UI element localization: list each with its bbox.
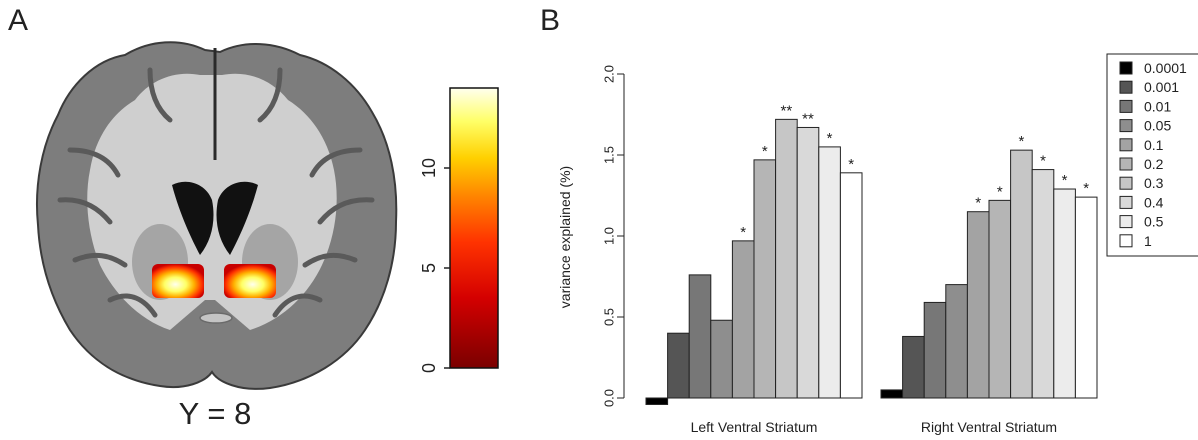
significance-mark: * [1062,172,1068,189]
activation-right-striatum [224,264,276,298]
legend: 0.0001 0.001 0.01 0.05 0.1 0.2 0.3 0.4 0.5 1 [1106,53,1198,257]
slice-coordinate-label: Y = 8 [178,396,252,431]
legend-label: 1 [1144,233,1152,249]
legend-swatch [1119,176,1133,190]
y-tick-label: 1.0 [601,227,616,245]
significance-mark: * [827,130,833,147]
group-label: Left Ventral Striatum [691,419,818,435]
bar [902,335,925,399]
bar [710,319,733,399]
significance-mark: ** [802,110,814,127]
y-tick-label: 0.5 [601,308,616,326]
significance-mark: * [848,156,854,173]
legend-label: 0.2 [1144,156,1164,172]
panel-a-label: A [8,4,29,37]
legend-swatch [1119,80,1133,94]
panel-b-label: B [540,4,561,37]
y-tick-label: 0.0 [601,389,616,407]
significance-mark: * [975,195,981,212]
bar [775,118,798,399]
bar [796,126,820,399]
significance-mark: * [997,183,1003,200]
bar [923,301,947,399]
bar [1031,169,1055,399]
y-tick-label: 1.5 [601,146,616,164]
y-tick-label: 2.0 [601,65,616,83]
legend-swatch [1119,157,1133,171]
ventricles [172,181,258,255]
colorbar-tick-label: 0 [419,363,439,373]
significance-mark: ** [781,102,793,119]
significance-mark: * [1018,133,1024,150]
legend-label: 0.5 [1144,214,1164,230]
legend-label: 0.3 [1144,175,1164,191]
bar [667,332,690,399]
bar [1074,196,1098,399]
group-labels: Left Ventral Striatum Right Ventral Stria… [691,419,1058,435]
legend-swatch [1119,215,1133,229]
significance-mark: * [1040,153,1046,170]
bar [731,240,755,399]
bar [988,199,1012,399]
legend-label: 0.05 [1144,118,1171,134]
y-axis-title: variance explained (%) [557,166,573,308]
significance-mark: * [1083,180,1089,197]
bar [945,284,968,399]
bar [645,397,669,405]
colorbar-tick-label: 10 [419,158,439,178]
bar [1053,188,1076,399]
bar [1010,149,1033,399]
group-label: Right Ventral Striatum [921,419,1057,435]
bar [839,172,863,399]
significance-mark: * [762,143,768,160]
legend-label: 0.1 [1144,137,1164,153]
bar-series [645,118,1098,405]
bar [688,274,712,399]
legend-swatch [1119,61,1133,75]
brain-slice-image: 0 5 10 [35,41,499,390]
legend-swatch [1119,234,1133,248]
activation-left-striatum [152,264,204,298]
significance-mark: * [740,224,746,241]
legend-label: 0.01 [1144,98,1171,114]
legend-swatch [1119,119,1133,133]
legend-label: 0.4 [1144,194,1164,210]
bar [966,211,990,399]
bar [753,159,777,399]
legend-label: 0.001 [1144,79,1179,95]
bar [818,146,841,399]
colorbar-tick-label: 5 [419,263,439,273]
bar [880,389,904,399]
colorbar-ticks: 0 5 10 [419,158,450,373]
colorbar [449,87,499,369]
significance-marks: **** ********* * [740,102,1089,241]
legend-label: 0.0001 [1144,60,1187,76]
legend-swatch [1119,138,1133,152]
legend-swatch [1119,195,1133,209]
y-axis: 0.0 0.5 1.0 1.5 2.0 [601,65,625,407]
legend-swatch [1119,99,1133,113]
sulci [57,67,375,318]
